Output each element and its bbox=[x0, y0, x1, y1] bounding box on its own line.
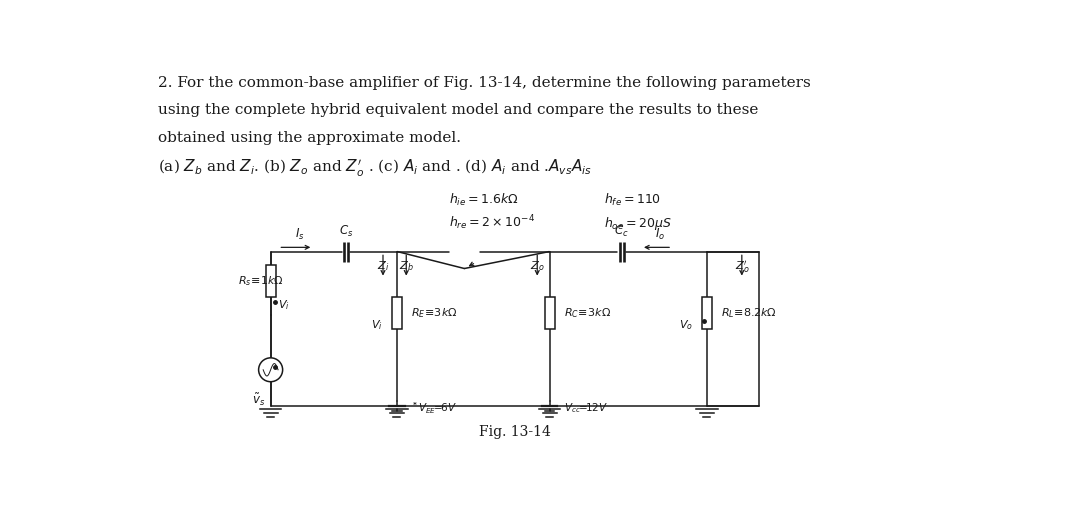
Text: $I_o$: $I_o$ bbox=[656, 226, 665, 241]
Text: $V_{cc}\!\!=\!\!12V$: $V_{cc}\!\!=\!\!12V$ bbox=[564, 401, 608, 415]
Text: $V_i$: $V_i$ bbox=[279, 298, 291, 312]
Text: $h_{re}=2\times10^{-4}$: $h_{re}=2\times10^{-4}$ bbox=[449, 213, 535, 232]
Text: $V_o$: $V_o$ bbox=[679, 318, 693, 332]
Text: (a) $Z_b$ and $Z_i$. (b) $Z_o$ and $Z_o'$ . (c) $A_i$ and . (d) $A_i$ and .$A_{v: (a) $Z_b$ and $Z_i$. (b) $Z_o$ and $Z_o'… bbox=[159, 158, 592, 179]
Text: $Z_b$: $Z_b$ bbox=[399, 260, 414, 273]
Text: using the complete hybrid equivalent model and compare the results to these: using the complete hybrid equivalent mod… bbox=[159, 104, 758, 118]
Text: $R_E\!\equiv\!3k\Omega$: $R_E\!\equiv\!3k\Omega$ bbox=[410, 306, 458, 320]
Bar bbox=[392, 297, 402, 329]
Text: Fig. 13-14: Fig. 13-14 bbox=[478, 425, 551, 439]
Bar bbox=[544, 297, 555, 329]
Circle shape bbox=[258, 358, 283, 382]
Text: $I_s$: $I_s$ bbox=[295, 226, 305, 241]
Bar bbox=[266, 265, 275, 297]
Text: obtained using the approximate model.: obtained using the approximate model. bbox=[159, 131, 461, 145]
Text: $h_{ie}=1.6k\Omega$: $h_{ie}=1.6k\Omega$ bbox=[449, 192, 518, 208]
Text: $V_i$: $V_i$ bbox=[372, 318, 383, 332]
Text: $Z_o'$: $Z_o'$ bbox=[734, 260, 750, 275]
Bar bbox=[702, 297, 712, 329]
Text: $R_s\!\equiv\!1k\Omega$: $R_s\!\equiv\!1k\Omega$ bbox=[238, 275, 284, 288]
Text: $\mathbf{^*}V_{EE}\!\!=\!\!6V$: $\mathbf{^*}V_{EE}\!\!=\!\!6V$ bbox=[410, 400, 457, 415]
Text: $R_C\!\equiv\!3k\Omega$: $R_C\!\equiv\!3k\Omega$ bbox=[564, 306, 610, 320]
Text: $R_L\!\equiv\!8.2k\Omega$: $R_L\!\equiv\!8.2k\Omega$ bbox=[721, 306, 777, 320]
Text: $h_{fe}=110$: $h_{fe}=110$ bbox=[604, 192, 661, 208]
Text: $C_s$: $C_s$ bbox=[339, 224, 353, 239]
Text: $Z_i$: $Z_i$ bbox=[377, 260, 389, 273]
Text: $C_c$: $C_c$ bbox=[615, 224, 629, 239]
Text: $h_{oe}=20\mu S$: $h_{oe}=20\mu S$ bbox=[604, 214, 672, 232]
Text: $Z_o$: $Z_o$ bbox=[530, 260, 544, 273]
Text: 2. For the common-base amplifier of Fig. 13-14, determine the following paramete: 2. For the common-base amplifier of Fig.… bbox=[159, 76, 811, 90]
Text: $\tilde{v}_s$: $\tilde{v}_s$ bbox=[253, 391, 266, 408]
